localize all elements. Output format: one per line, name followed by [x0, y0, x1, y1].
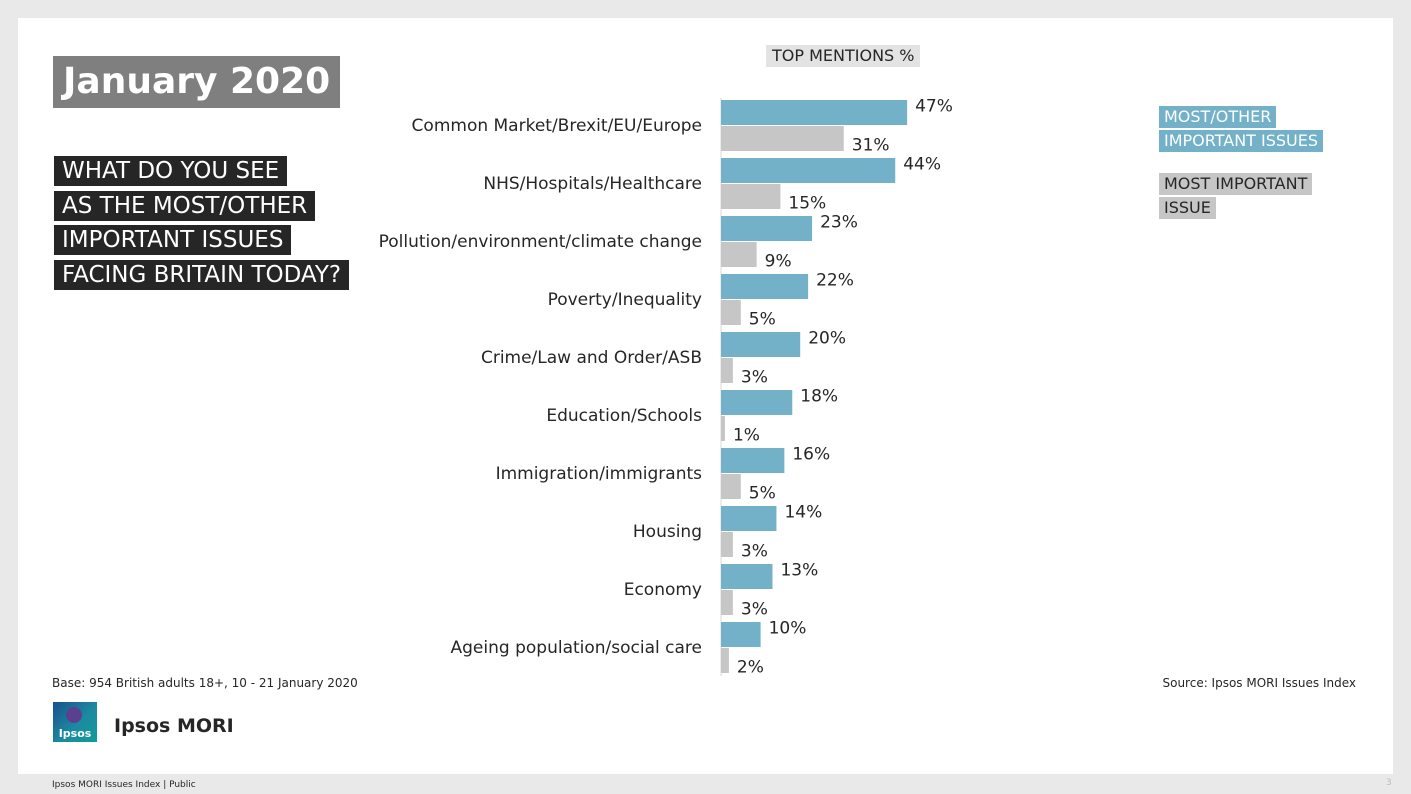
chart-title: TOP MENTIONS % — [766, 45, 921, 67]
bar-most-important — [721, 184, 781, 209]
data-label-most-important: 15% — [788, 194, 826, 214]
question-line-4: FACING BRITAIN TODAY? — [54, 259, 350, 290]
data-label-most-important: 3% — [741, 600, 768, 620]
bar-most-important — [721, 126, 844, 151]
data-label-most-other: 14% — [784, 503, 822, 523]
question-line-3: IMPORTANT ISSUES — [54, 225, 292, 255]
bar-most-important — [721, 416, 725, 441]
bar-most-other — [721, 332, 801, 357]
data-label-most-important: 9% — [765, 252, 792, 272]
legend-most-line-1: MOST IMPORTANT — [1159, 173, 1313, 195]
bar-most-important — [721, 242, 757, 267]
data-label-most-important: 1% — [733, 426, 760, 446]
bar-most-other — [721, 274, 809, 299]
data-label-most-important: 3% — [741, 542, 768, 562]
data-label-most-other: 44% — [903, 155, 941, 175]
bar-most-important — [721, 358, 733, 383]
legend-most-other-line-2: IMPORTANT ISSUES — [1159, 130, 1324, 152]
bar-most-other — [721, 390, 793, 415]
category-label: Ageing population/social care — [451, 638, 702, 658]
bar-most-important — [721, 300, 741, 325]
data-label-most-important: 5% — [749, 310, 776, 330]
data-label-most-other: 18% — [800, 387, 838, 407]
category-label: Immigration/immigrants — [496, 464, 703, 484]
bar-most-other — [721, 564, 773, 589]
logo-mark-icon — [66, 707, 82, 723]
data-label-most-important: 2% — [737, 658, 764, 678]
bar-chart: Common Market/Brexit/EU/Europe 47% 31% NHS/… — [379, 97, 953, 678]
bar-most-other — [721, 216, 813, 241]
data-label-most-other: 10% — [769, 619, 807, 639]
bar-most-important — [721, 590, 733, 615]
data-label-most-other: 22% — [816, 271, 854, 291]
category-label: Common Market/Brexit/EU/Europe — [412, 116, 702, 136]
bar-most-important — [721, 532, 733, 557]
legend-most-other-line-1: MOST/OTHER — [1159, 106, 1277, 128]
data-label-most-other: 20% — [808, 329, 846, 349]
question-line-1: WHAT DO YOU SEE — [54, 156, 288, 186]
data-label-most-important: 31% — [852, 136, 890, 156]
category-label: Housing — [633, 522, 702, 542]
ipsos-logo: Ipsos — [53, 702, 97, 742]
category-label: Crime/Law and Order/ASB — [481, 348, 702, 368]
bar-most-important — [721, 648, 729, 673]
logo-text: Ipsos — [58, 727, 92, 740]
data-label-most-other: 16% — [792, 445, 830, 465]
category-label: NHS/Hospitals/Healthcare — [483, 174, 702, 194]
bar-most-important — [721, 474, 741, 499]
category-label: Pollution/environment/climate change — [379, 232, 702, 252]
category-label: Poverty/Inequality — [548, 290, 702, 310]
bar-most-other — [721, 622, 761, 647]
question-block: WHAT DO YOU SEE AS THE MOST/OTHER IMPORT… — [54, 156, 350, 294]
legend-most-important: MOST IMPORTANT ISSUE — [1159, 173, 1313, 221]
data-label-most-other: 23% — [820, 213, 858, 233]
data-label-most-important: 5% — [749, 484, 776, 504]
data-label-most-other: 13% — [780, 561, 818, 581]
legend-most-line-2: ISSUE — [1159, 197, 1216, 219]
page-number: 3 — [1386, 778, 1392, 788]
base-footnote: Base: 954 British adults 18+, 10 - 21 Ja… — [52, 676, 358, 690]
brand-name: Ipsos MORI — [114, 715, 234, 737]
category-label: Education/Schools — [546, 406, 702, 426]
bar-most-other — [721, 158, 896, 183]
bar-most-other — [721, 448, 785, 473]
data-label-most-important: 3% — [741, 368, 768, 388]
data-label-most-other: 47% — [915, 97, 953, 117]
category-label: Economy — [624, 580, 702, 600]
page-title: January 2020 — [53, 56, 341, 108]
bar-most-other — [721, 100, 908, 125]
question-line-2: AS THE MOST/OTHER — [54, 190, 316, 221]
slide: January 2020 WHAT DO YOU SEE AS THE MOST… — [18, 18, 1393, 774]
source-footnote: Source: Ipsos MORI Issues Index — [1162, 676, 1356, 690]
bar-most-other — [721, 506, 777, 531]
legend-most-other: MOST/OTHER IMPORTANT ISSUES — [1159, 106, 1324, 154]
footer-text: Ipsos MORI Issues Index | Public — [52, 780, 196, 790]
